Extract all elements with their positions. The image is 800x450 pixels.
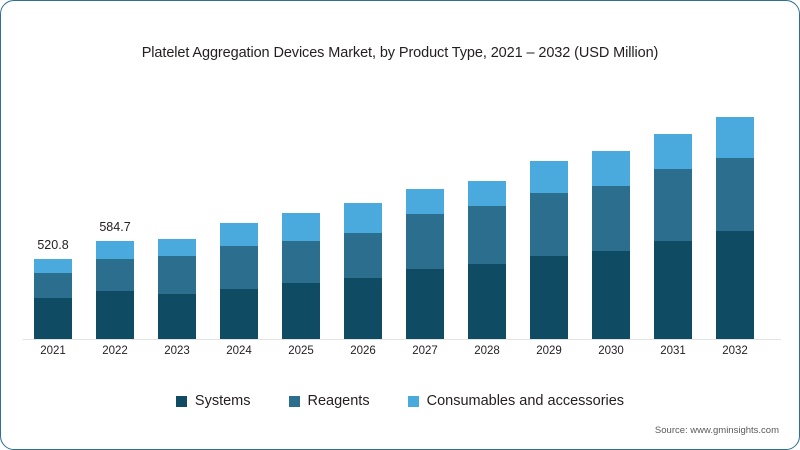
bar-2023[interactable] xyxy=(158,239,196,339)
bar-segment-reagents[interactable] xyxy=(344,233,382,278)
x-axis-label-2031: 2031 xyxy=(660,345,686,357)
bar-segment-consumables[interactable] xyxy=(592,151,630,186)
legend-item-0[interactable]: Systems xyxy=(175,393,251,409)
x-axis-label-2032: 2032 xyxy=(722,345,748,357)
bar-segment-systems[interactable] xyxy=(282,283,320,339)
bar-segment-systems[interactable] xyxy=(530,256,568,339)
bar-segment-systems[interactable] xyxy=(34,298,72,339)
legend-label: Reagents xyxy=(307,393,370,409)
bar-2026[interactable] xyxy=(344,203,382,339)
bar-2022[interactable] xyxy=(96,241,134,339)
bar-segment-systems[interactable] xyxy=(468,264,506,339)
bar-2024[interactable] xyxy=(220,223,258,339)
plot-area xyxy=(23,101,779,339)
x-axis-label-2023: 2023 xyxy=(164,345,190,357)
bar-value-label-2021: 520.8 xyxy=(37,238,69,252)
bar-segment-systems[interactable] xyxy=(716,231,754,339)
bar-segment-reagents[interactable] xyxy=(220,246,258,289)
bar-2031[interactable] xyxy=(654,134,692,339)
x-axis-label-2022: 2022 xyxy=(102,345,128,357)
bar-segment-consumables[interactable] xyxy=(406,189,444,214)
bar-segment-systems[interactable] xyxy=(406,269,444,339)
bar-segment-consumables[interactable] xyxy=(344,203,382,233)
bar-segment-reagents[interactable] xyxy=(716,158,754,231)
bar-2021[interactable] xyxy=(34,259,72,339)
bar-segment-consumables[interactable] xyxy=(282,213,320,241)
bar-segment-systems[interactable] xyxy=(344,278,382,339)
bar-segment-systems[interactable] xyxy=(96,291,134,339)
bar-segment-systems[interactable] xyxy=(654,241,692,339)
legend-swatch-icon xyxy=(175,395,187,407)
chart-legend: Systems Reagents Consumables and accessori… xyxy=(1,393,799,409)
legend-label: Consumables and accessories xyxy=(426,393,625,409)
bar-segment-consumables[interactable] xyxy=(34,259,72,273)
bar-segment-reagents[interactable] xyxy=(406,214,444,269)
bar-2030[interactable] xyxy=(592,151,630,339)
bar-segment-systems[interactable] xyxy=(220,289,258,339)
bar-segment-consumables[interactable] xyxy=(716,117,754,158)
bar-2032[interactable] xyxy=(716,117,754,339)
legend-swatch-icon xyxy=(288,395,300,407)
bar-segment-reagents[interactable] xyxy=(592,186,630,251)
x-axis-label-2029: 2029 xyxy=(536,345,562,357)
bar-segment-systems[interactable] xyxy=(158,294,196,339)
legend-item-1[interactable]: Reagents xyxy=(288,393,370,409)
bar-2029[interactable] xyxy=(530,161,568,339)
x-axis-label-2021: 2021 xyxy=(40,345,66,357)
bar-2027[interactable] xyxy=(406,189,444,339)
bar-segment-reagents[interactable] xyxy=(654,169,692,241)
chart-title: Platelet Aggregation Devices Market, by … xyxy=(141,45,659,61)
x-axis-label-2025: 2025 xyxy=(288,345,314,357)
legend-label: Systems xyxy=(194,393,251,409)
bar-segment-consumables[interactable] xyxy=(468,181,506,206)
bar-2028[interactable] xyxy=(468,181,506,339)
bar-segment-consumables[interactable] xyxy=(220,223,258,246)
bar-segment-reagents[interactable] xyxy=(96,259,134,291)
bar-2025[interactable] xyxy=(282,213,320,339)
bar-segment-consumables[interactable] xyxy=(96,241,134,259)
bar-segment-reagents[interactable] xyxy=(34,273,72,298)
bar-value-label-2022: 584.7 xyxy=(99,220,131,234)
bar-segment-reagents[interactable] xyxy=(530,193,568,256)
x-axis-label-2028: 2028 xyxy=(474,345,500,357)
x-axis-label-2026: 2026 xyxy=(350,345,376,357)
bar-segment-consumables[interactable] xyxy=(654,134,692,169)
bar-segment-reagents[interactable] xyxy=(282,241,320,283)
bar-segment-reagents[interactable] xyxy=(468,206,506,264)
bar-segment-reagents[interactable] xyxy=(158,256,196,294)
x-axis-label-2030: 2030 xyxy=(598,345,624,357)
axis-baseline xyxy=(23,339,781,340)
legend-item-2[interactable]: Consumables and accessories xyxy=(407,393,625,409)
bar-segment-systems[interactable] xyxy=(592,251,630,339)
source-note: Source: www.gminsights.com xyxy=(654,425,779,436)
legend-swatch-icon xyxy=(407,395,419,407)
x-axis-label-2024: 2024 xyxy=(226,345,252,357)
bar-segment-consumables[interactable] xyxy=(530,161,568,193)
bar-segment-consumables[interactable] xyxy=(158,239,196,256)
x-axis-label-2027: 2027 xyxy=(412,345,438,357)
